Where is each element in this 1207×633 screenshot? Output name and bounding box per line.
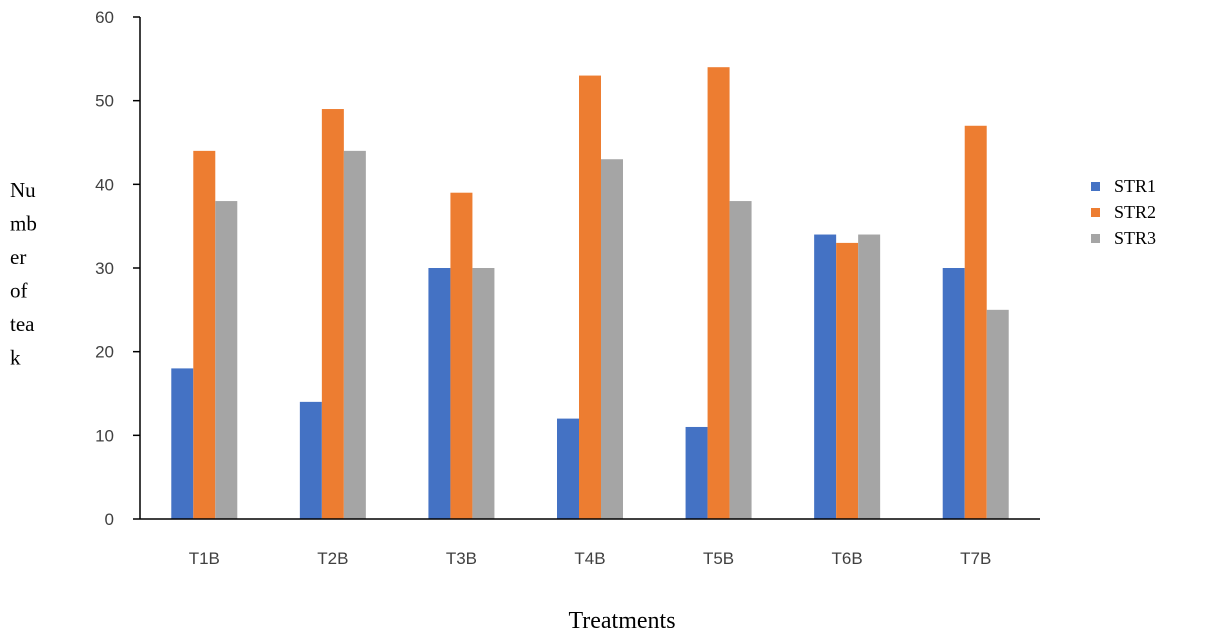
bar-str2-t5b <box>707 67 730 519</box>
bar-str1-t1b <box>171 368 194 519</box>
x-axis-ticks: T1B T2B T3B T4B T5B T6B T7B <box>189 549 992 568</box>
y-tick-label: 20 <box>95 343 114 362</box>
x-axis-label: Treatments <box>568 608 675 633</box>
legend-label-str2: STR2 <box>1114 202 1156 222</box>
y-tick-label: 50 <box>95 92 114 111</box>
bar-str2-t2b <box>321 109 344 520</box>
y-tick-label: 0 <box>105 510 114 529</box>
y-tick-label: 30 <box>95 259 114 278</box>
x-tick-label: T2B <box>317 549 348 568</box>
y-axis-label-line: tea <box>10 312 35 336</box>
bar-str1-t3b <box>428 268 451 519</box>
bar-str2-t4b <box>579 75 601 520</box>
y-axis-label-line: Nu <box>10 178 36 202</box>
x-tick-label: T6B <box>832 549 863 568</box>
x-tick-label: T5B <box>703 549 734 568</box>
y-tick-label: 40 <box>95 175 114 194</box>
x-tick-label: T7B <box>960 549 991 568</box>
bar-str3-t5b <box>729 201 752 520</box>
x-tick-label: T1B <box>189 549 220 568</box>
x-tick-label: T3B <box>446 549 477 568</box>
legend-label-str1: STR1 <box>1114 176 1156 196</box>
x-tick-label: T4B <box>574 549 605 568</box>
bar-str2-t1b <box>193 150 216 519</box>
y-axis-label-line: of <box>10 279 28 303</box>
bar-str3-t7b <box>986 309 1009 519</box>
bar-str3-t3b <box>472 268 495 519</box>
bar-str2-t6b <box>836 242 859 519</box>
y-tick-label: 10 <box>95 426 114 445</box>
legend-swatch-str1 <box>1091 182 1100 191</box>
bar-str3-t1b <box>215 201 238 520</box>
y-axis-ticks: 0 10 20 30 40 50 60 <box>95 8 140 529</box>
legend-swatch-str2 <box>1091 208 1100 217</box>
bars <box>171 67 1009 520</box>
y-axis-label-line: k <box>10 346 21 370</box>
bar-str1-t2b <box>299 401 322 519</box>
bar-str1-t5b <box>685 426 708 519</box>
bar-str3-t4b <box>601 159 623 519</box>
y-axis-label-line: er <box>10 245 26 269</box>
bar-str1-t6b <box>814 234 837 520</box>
bar-str1-t4b <box>557 418 579 519</box>
legend: STR1 STR2 STR3 <box>1091 176 1156 248</box>
bar-str3-t6b <box>858 234 881 520</box>
legend-swatch-str3 <box>1091 234 1100 243</box>
bar-str2-t3b <box>450 192 473 519</box>
bar-str2-t7b <box>964 125 987 520</box>
bar-str3-t2b <box>343 150 366 519</box>
y-tick-label: 60 <box>95 8 114 27</box>
bar-str1-t7b <box>942 268 965 519</box>
legend-label-str3: STR3 <box>1114 228 1156 248</box>
y-axis-label: Nu mb er of tea k <box>10 178 37 370</box>
y-axis-label-line: mb <box>10 212 37 236</box>
